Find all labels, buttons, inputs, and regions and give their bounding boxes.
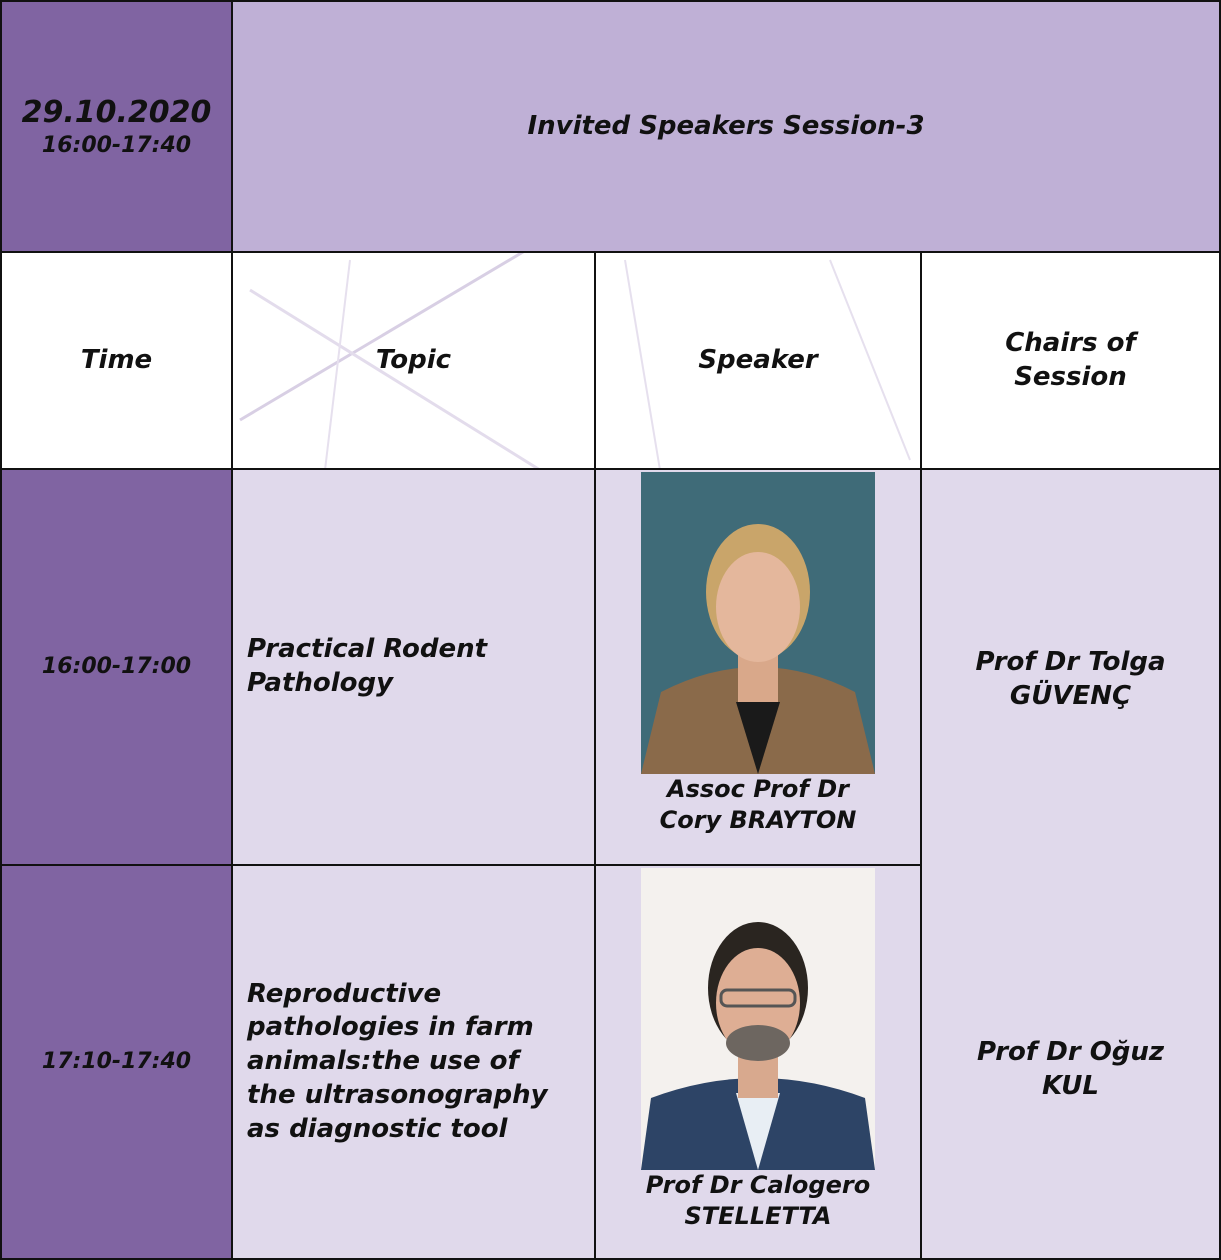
session-title: Invited Speakers Session-3 (527, 110, 925, 141)
speaker-photo (641, 472, 875, 774)
chair-name: GÜVENÇ (1009, 680, 1132, 711)
chair: Prof Dr Tolga GÜVENÇ (922, 646, 1219, 714)
chairs-cell: Prof Dr Tolga GÜVENÇ Prof Dr Oğuz KUL (920, 468, 1221, 1260)
chair: Prof Dr Oğuz KUL (922, 1036, 1219, 1104)
speaker-cell: Prof Dr Calogero STELLETTA (594, 864, 922, 1260)
topic-cell: Reproductive pathologies in farm animals:t… (231, 864, 596, 1260)
column-title: Topic (375, 344, 452, 375)
time-slot: 17:10-17:40 (41, 1048, 192, 1074)
time-range: 16:00-17:40 (41, 132, 192, 158)
speaker-name: Assoc Prof Dr (667, 775, 849, 803)
column-title: Session (1014, 361, 1127, 392)
column-title: Chairs of (1005, 327, 1136, 358)
topic: Practical Rodent (247, 634, 488, 665)
chair-name: Prof Dr Oğuz (976, 1037, 1165, 1067)
topic: Pathology (247, 668, 394, 698)
chair-name: KUL (1042, 1070, 1099, 1101)
column-header: Time (0, 251, 233, 470)
time-cell: 17:10-17:40 (0, 864, 233, 1260)
time-cell: 16:00-17:00 (0, 468, 233, 866)
column-title: Speaker (698, 344, 818, 375)
speaker-photo (641, 868, 875, 1170)
topic: the ultrasonography (247, 1079, 548, 1110)
chair-name: Prof Dr Tolga (975, 647, 1166, 677)
column-header: Speaker (594, 251, 922, 470)
topic: Reproductive (247, 978, 442, 1009)
date: 29.10.2020 (21, 94, 212, 130)
topic: as diagnostic tool (247, 1113, 508, 1144)
time-slot: 16:00-17:00 (41, 653, 192, 679)
topic-cell: Practical Rodent Pathology (231, 468, 596, 866)
date-cell: 29.10.2020 16:00-17:40 (0, 0, 233, 253)
speaker-cell: Assoc Prof Dr Cory BRAYTON (594, 468, 922, 866)
column-header: Chairs of Session (920, 251, 1221, 470)
title-cell: Invited Speakers Session-3 (231, 0, 1221, 253)
speaker-name: STELLETTA (684, 1202, 832, 1231)
column-header: Topic (231, 251, 596, 470)
topic: pathologies in farm (247, 1012, 534, 1043)
speaker-name: Cory BRAYTON (659, 806, 857, 835)
column-title: Time (80, 344, 153, 375)
speaker-name: Prof Dr Calogero (645, 1171, 871, 1199)
topic: animals:the use of (247, 1046, 519, 1077)
